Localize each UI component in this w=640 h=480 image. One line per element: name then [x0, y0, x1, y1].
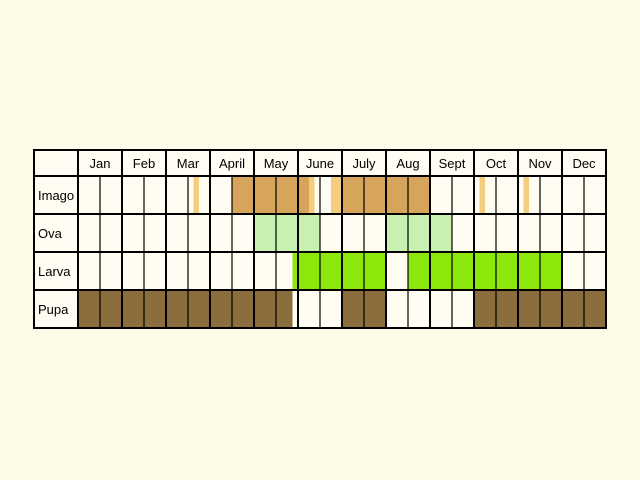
- segment-imago-0: [193, 176, 199, 214]
- month-label-aug: Aug: [396, 156, 419, 171]
- month-label-july: July: [352, 156, 376, 171]
- segment-imago-1: [232, 176, 309, 214]
- month-label-may: May: [264, 156, 289, 171]
- month-label-oct: Oct: [486, 156, 507, 171]
- row-label-pupa: Pupa: [38, 302, 69, 317]
- month-label-dec: Dec: [572, 156, 596, 171]
- segment-imago-3: [331, 176, 342, 214]
- segment-ova-0: [254, 214, 320, 252]
- month-label-sept: Sept: [439, 156, 466, 171]
- month-label-april: April: [219, 156, 245, 171]
- month-label-june: June: [306, 156, 334, 171]
- row-label-larva: Larva: [38, 264, 71, 279]
- segment-larva-0: [292, 252, 386, 290]
- segment-imago-5: [479, 176, 485, 214]
- segment-imago-2: [309, 176, 315, 214]
- month-label-jan: Jan: [90, 156, 111, 171]
- month-label-feb: Feb: [133, 156, 155, 171]
- row-label-imago: Imago: [38, 188, 74, 203]
- segment-larva-1: [408, 252, 562, 290]
- segment-imago-6: [523, 176, 529, 214]
- month-label-mar: Mar: [177, 156, 200, 171]
- month-label-nov: Nov: [528, 156, 552, 171]
- segment-ova-1: [386, 214, 452, 252]
- segment-pupa-0: [78, 290, 293, 328]
- table-border: [33, 149, 607, 329]
- row-label-ova: Ova: [38, 226, 63, 241]
